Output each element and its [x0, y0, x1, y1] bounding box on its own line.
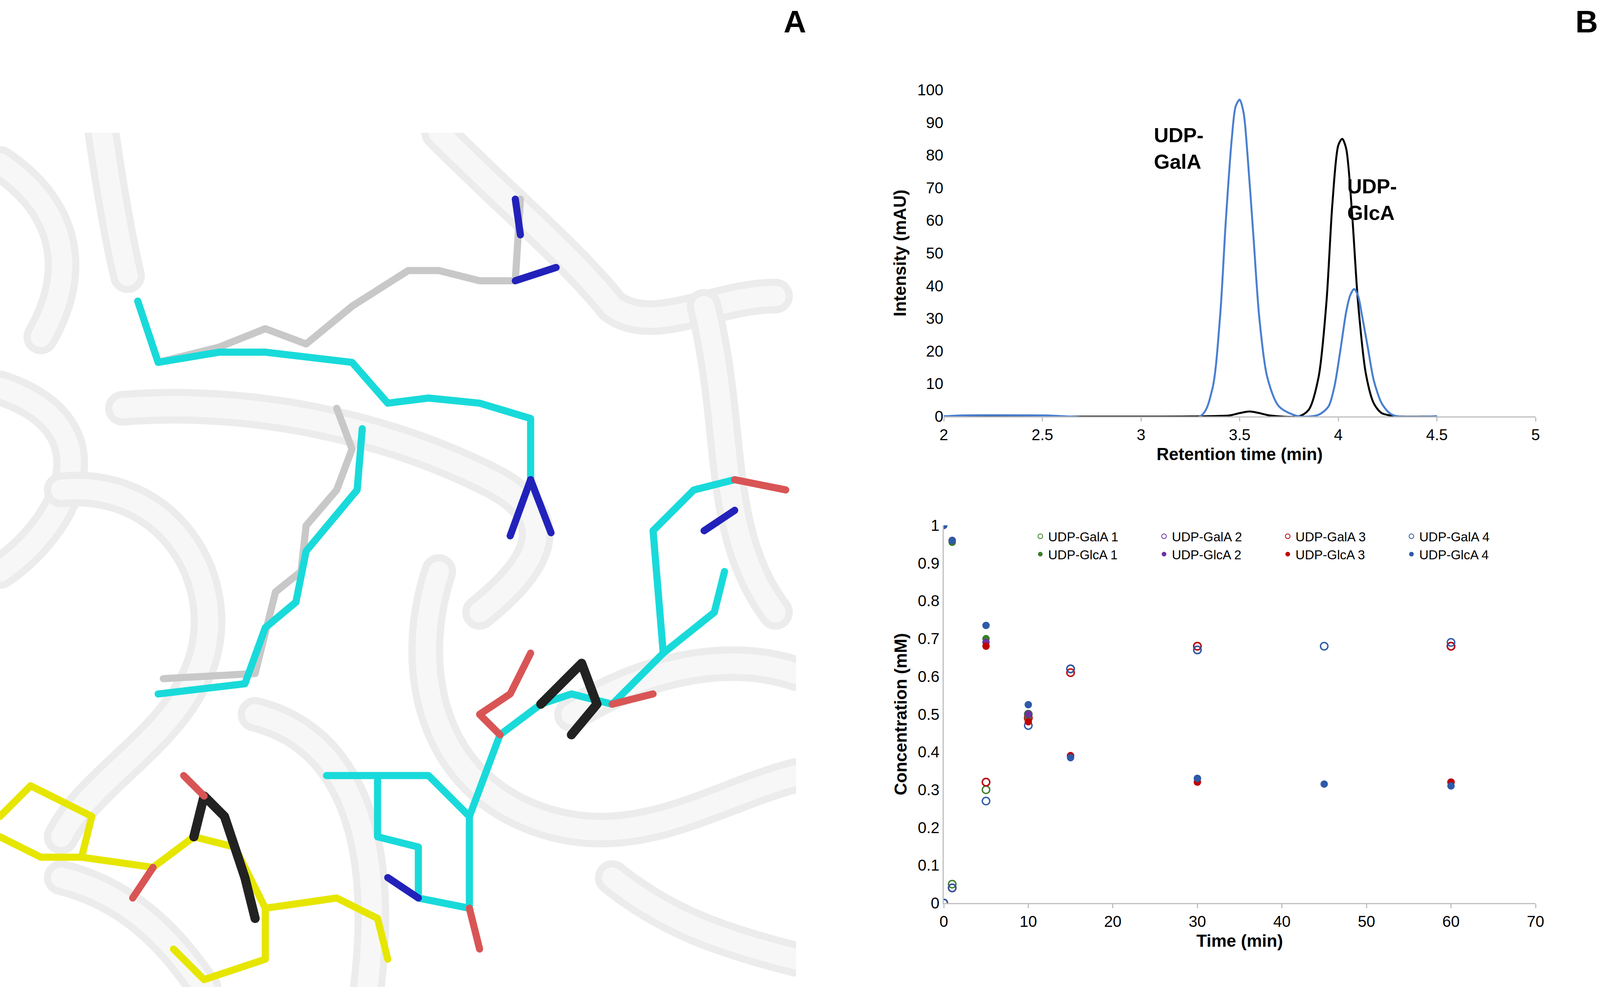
svg-text:0.4: 0.4: [917, 743, 940, 761]
svg-text:4.5: 4.5: [1426, 426, 1449, 444]
svg-text:Time (min): Time (min): [1196, 931, 1284, 951]
svg-text:UDP-GlcA 4: UDP-GlcA 4: [1419, 547, 1489, 563]
svg-text:UDP-GalA 1: UDP-GalA 1: [1048, 529, 1119, 545]
svg-text:0.5: 0.5: [917, 705, 940, 724]
svg-text:50: 50: [1357, 912, 1376, 931]
svg-text:20: 20: [1104, 912, 1122, 931]
svg-text:0.8: 0.8: [917, 592, 940, 610]
svg-text:3: 3: [1136, 426, 1146, 444]
svg-text:10: 10: [926, 375, 944, 393]
svg-text:Intensity (mAU): Intensity (mAU): [890, 189, 910, 317]
svg-text:80: 80: [926, 146, 944, 164]
svg-text:Concentration (mM): Concentration (mM): [891, 633, 911, 796]
svg-text:60: 60: [1442, 912, 1460, 931]
svg-text:30: 30: [1188, 912, 1207, 931]
svg-text:60: 60: [926, 211, 944, 229]
svg-text:40: 40: [926, 276, 944, 295]
svg-text:3.5: 3.5: [1228, 426, 1251, 444]
svg-text:0.6: 0.6: [917, 667, 940, 686]
html-text:B: B: [1575, 4, 1598, 39]
svg-text:UDP-GlcA 3: UDP-GlcA 3: [1295, 547, 1366, 563]
svg-text:0: 0: [939, 912, 949, 931]
svg-text:50: 50: [926, 244, 944, 262]
svg-text:UDP-GalA 3: UDP-GalA 3: [1295, 529, 1367, 545]
svg-text:0.3: 0.3: [917, 781, 940, 799]
svg-text:90: 90: [926, 113, 944, 131]
svg-text:100: 100: [917, 81, 944, 99]
svg-text:UDP-GlcA: UDP-GlcA: [1347, 175, 1397, 225]
svg-text:UDP-GlcA 1: UDP-GlcA 1: [1048, 547, 1118, 563]
svg-text:0.7: 0.7: [917, 630, 940, 648]
svg-text:1: 1: [930, 516, 940, 534]
svg-text:5: 5: [1531, 426, 1540, 444]
svg-text:0.9: 0.9: [917, 554, 940, 572]
svg-text:0: 0: [934, 407, 944, 425]
svg-text:UDP-GlcA 2: UDP-GlcA 2: [1171, 547, 1242, 563]
svg-text:0.2: 0.2: [917, 819, 940, 837]
svg-text:0.1: 0.1: [917, 856, 940, 874]
svg-text:70: 70: [926, 178, 944, 197]
svg-text:2: 2: [939, 426, 949, 444]
svg-text:30: 30: [926, 309, 944, 327]
svg-text:UDP-GalA: UDP-GalA: [1153, 123, 1204, 174]
html-text:A: A: [783, 4, 807, 39]
svg-text:4: 4: [1333, 426, 1343, 444]
svg-text:70: 70: [1526, 912, 1545, 931]
svg-text:10: 10: [1019, 912, 1038, 931]
svg-text:20: 20: [926, 342, 944, 360]
svg-text:Retention time (min): Retention time (min): [1156, 444, 1323, 464]
svg-text:2.5: 2.5: [1031, 426, 1054, 444]
svg-text:0: 0: [930, 894, 940, 912]
svg-text:UDP-GalA 2: UDP-GalA 2: [1171, 529, 1243, 545]
svg-text:UDP-GalA 4: UDP-GalA 4: [1419, 529, 1490, 545]
svg-text:40: 40: [1273, 912, 1291, 931]
